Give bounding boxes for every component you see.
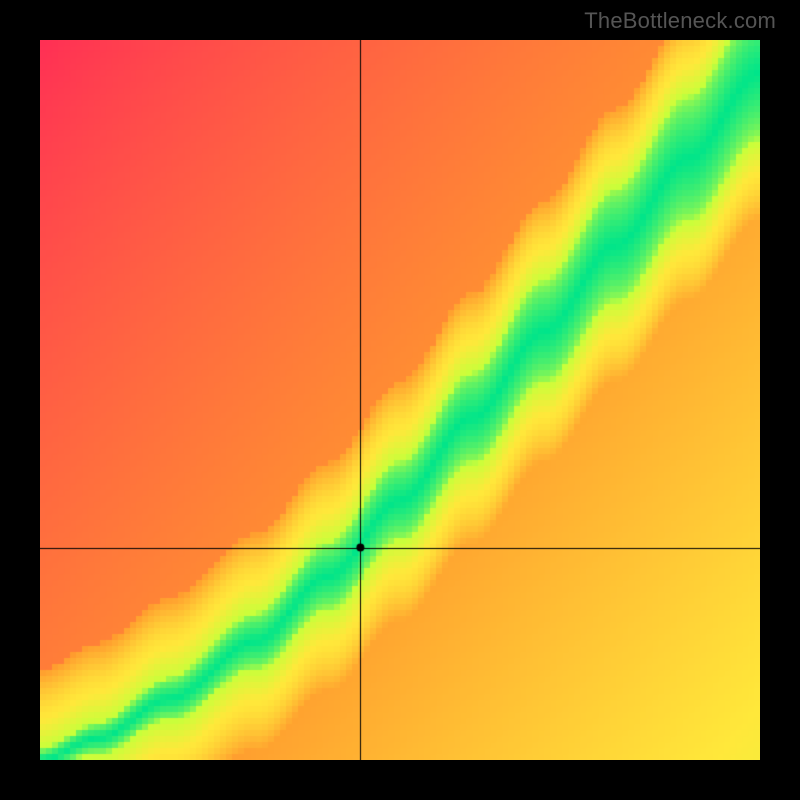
- chart-container: TheBottleneck.com: [0, 0, 800, 800]
- heatmap-canvas: [40, 40, 760, 760]
- watermark-text: TheBottleneck.com: [584, 8, 776, 34]
- heatmap-plot: [40, 40, 760, 760]
